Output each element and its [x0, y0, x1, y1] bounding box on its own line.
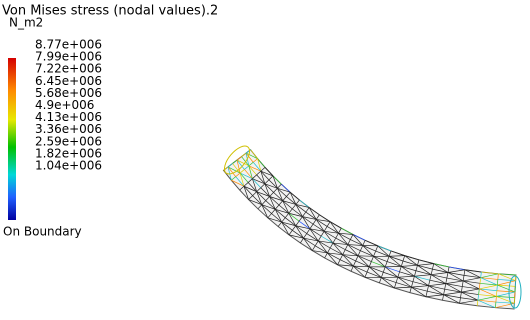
legend-labels: 8.77e+0067.99e+0067.22e+0066.45e+0065.68…	[35, 38, 102, 173]
color-bar	[8, 58, 16, 220]
legend-footer: On Boundary	[3, 225, 82, 239]
viewport: Von Mises stress (nodal values).2 N_m2 8…	[0, 0, 530, 320]
legend-label: 1.04e+006	[35, 159, 102, 173]
legend-unit: N_m2	[9, 16, 43, 30]
mesh	[220, 142, 521, 309]
